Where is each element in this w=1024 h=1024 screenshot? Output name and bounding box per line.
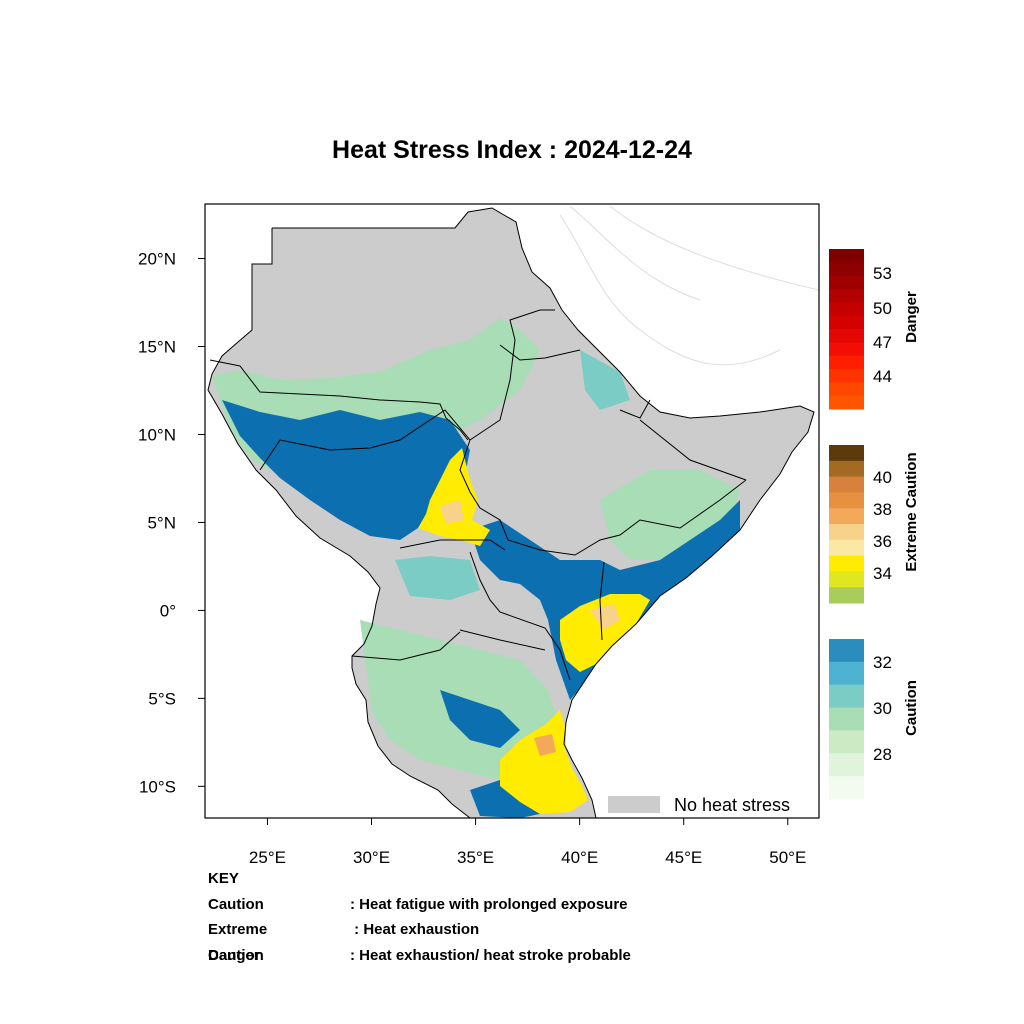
lat-tick-label: 10°S: [139, 777, 176, 796]
colorbar-swatch: [829, 445, 864, 462]
colorbar-swatch: [829, 369, 864, 383]
neighbour-outline: [559, 205, 819, 366]
key-row-extreme-caution: Extreme Caution : Heat exhaustion: [208, 917, 479, 964]
lat-tick-label: 5°S: [148, 689, 176, 708]
colorbar-swatch: [829, 302, 864, 317]
colorbar-swatch: [829, 460, 864, 478]
colorbar-swatch: [829, 508, 864, 525]
longitude-axis: 25°E 30°E 35°E 40°E 45°E 50°E: [249, 818, 806, 867]
lon-tick-label: 50°E: [769, 848, 806, 867]
colorbar-swatch: [829, 329, 864, 343]
colorbar-tick-label: 38: [873, 500, 892, 519]
key-term: Caution: [208, 895, 264, 913]
colorbar-swatch: [829, 249, 864, 263]
colorbar-swatch: [829, 342, 864, 357]
key-desc: : Heat exhaustion: [350, 921, 480, 938]
colorbar-swatch: [829, 289, 864, 303]
map-title: Heat Stress Index : 2024-12-24: [332, 136, 692, 164]
extreme-caution-colorbar-label: Extreme Caution: [903, 452, 920, 571]
map-frame: [204, 203, 820, 819]
lat-tick-label: 20°N: [138, 250, 176, 269]
no-heat-stress-label: No heat stress: [674, 795, 790, 815]
colorbar-swatch: [829, 661, 864, 686]
latitude-axis: 20°N 15°N 10°N 5°N 0° 5°S 10°S: [138, 250, 205, 796]
colorbar-tick-label: 40: [873, 468, 892, 487]
colorbar-swatch: [829, 262, 864, 277]
key-row-caution: Caution : Heat fatigue with prolonged ex…: [208, 892, 628, 918]
colorbar-tick-label: 34: [873, 564, 892, 583]
colorbar-tick-label: 32: [873, 653, 892, 672]
colorbar-swatch: [829, 587, 864, 604]
colorbar-swatch: [829, 524, 864, 541]
colorbar-tick-label: 53: [873, 264, 892, 283]
colorbar-tick-label: 30: [873, 699, 892, 718]
lon-tick-label: 45°E: [665, 848, 702, 867]
colorbar-tick-label: 36: [873, 532, 892, 551]
lon-tick-label: 25°E: [249, 848, 286, 867]
lat-tick-label: 15°N: [138, 338, 176, 357]
key-row-danger: Danger : Heat exhaustion/ heat stroke pr…: [208, 943, 631, 969]
danger-colorbar-label: Danger: [903, 291, 920, 343]
map-area: [207, 205, 819, 818]
colorbar-swatch: [829, 492, 864, 509]
key-term: Extreme Caution: [208, 921, 268, 964]
colorbar-swatch: [829, 382, 864, 397]
colorbar-swatch: [829, 753, 864, 777]
lon-tick-label: 40°E: [561, 848, 598, 867]
colorbar-swatch: [829, 571, 864, 588]
colorbar-swatch: [829, 730, 864, 754]
extreme-caution-areas: [418, 448, 650, 814]
colorbar-tick-label: 50: [873, 299, 892, 318]
colorbar-tick-label: 28: [873, 745, 892, 764]
key-desc: : Heat fatigue with prolonged exposure: [350, 895, 628, 913]
land-no-heat-stress: [208, 208, 814, 818]
lon-tick-label: 35°E: [457, 848, 494, 867]
colorbar-swatch: [829, 275, 864, 290]
colorbar-swatch: [829, 639, 864, 663]
colorbar-swatch: [829, 355, 864, 370]
colorbar-swatch: [829, 315, 864, 330]
key-term: Danger: [208, 946, 260, 964]
colorbar-swatch: [829, 776, 864, 800]
lat-tick-label: 10°N: [138, 425, 176, 444]
key-heading: KEY: [208, 870, 239, 887]
colorbar-tick-label: 47: [873, 333, 892, 352]
key-panel: KEY Caution : Heat fatigue with prolonge…: [208, 866, 631, 969]
lat-tick-label: 5°N: [147, 513, 176, 532]
lat-tick-label: 0°: [160, 601, 176, 620]
colorbar-swatch: [829, 395, 864, 410]
colorbar-swatch: [829, 555, 864, 572]
lon-tick-label: 30°E: [353, 848, 390, 867]
caution-colorbar-label: Caution: [903, 680, 920, 736]
colorbar-swatch: [829, 539, 864, 557]
danger-colorbar: 53 50 47 44: [829, 249, 892, 410]
no-heat-stress-swatch: [608, 796, 660, 813]
extreme-caution-colorbar: 40 38 36 34: [829, 445, 892, 604]
caution-colorbar: 32 30 28: [829, 639, 892, 800]
colorbar-swatch: [829, 476, 864, 493]
country-boundaries: [207, 207, 815, 818]
key-desc: : Heat exhaustion/ heat stroke probable: [350, 946, 631, 964]
colorbar-tick-label: 44: [873, 367, 892, 386]
colorbar-swatch: [829, 707, 864, 731]
colorbar-swatch: [829, 684, 864, 709]
